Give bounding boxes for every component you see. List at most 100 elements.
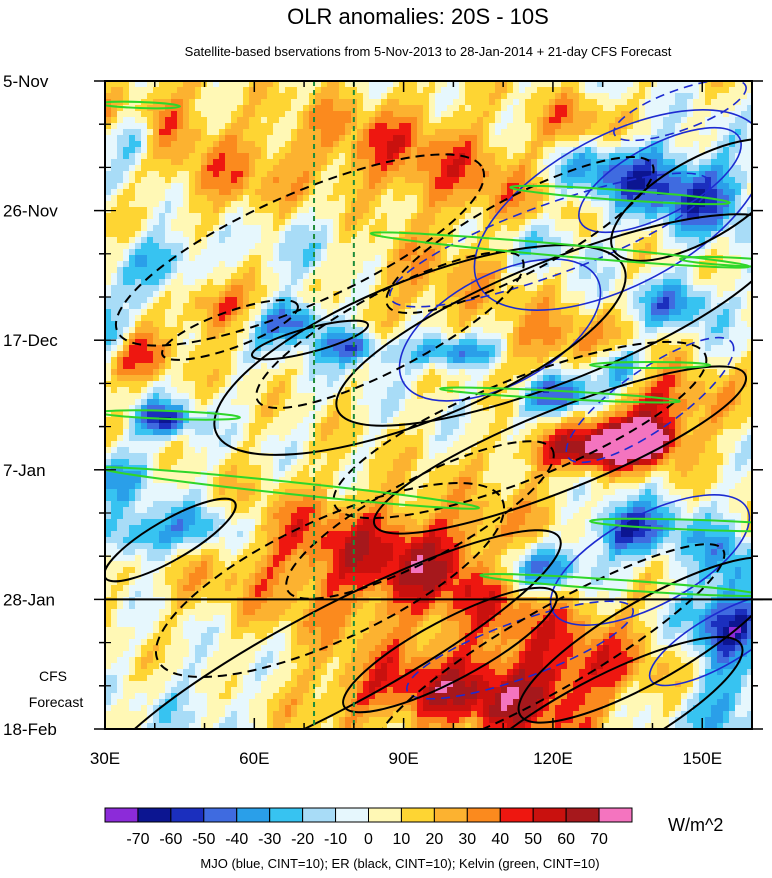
anomaly-cell xyxy=(423,309,430,316)
anomaly-cell xyxy=(495,303,502,310)
anomaly-cell xyxy=(207,351,214,358)
anomaly-cell xyxy=(525,333,532,340)
anomaly-cell xyxy=(441,141,448,148)
anomaly-cell xyxy=(747,273,752,280)
anomaly-cell xyxy=(249,231,256,238)
anomaly-cell xyxy=(609,129,616,136)
anomaly-cell xyxy=(381,195,388,202)
anomaly-cell xyxy=(357,159,364,166)
anomaly-cell xyxy=(525,297,532,304)
anomaly-cell xyxy=(495,273,502,280)
anomaly-cell xyxy=(351,273,358,280)
anomaly-cell xyxy=(357,129,364,136)
anomaly-cell xyxy=(279,237,286,244)
anomaly-cell xyxy=(423,177,430,184)
anomaly-cell xyxy=(309,105,316,112)
anomaly-cell xyxy=(477,129,484,136)
anomaly-cell xyxy=(225,309,232,316)
anomaly-cell xyxy=(645,297,652,304)
anomaly-cell xyxy=(105,87,112,94)
anomaly-cell xyxy=(693,165,700,172)
anomaly-cell xyxy=(705,123,712,130)
anomaly-cell xyxy=(117,195,124,202)
anomaly-cell xyxy=(471,141,478,148)
anomaly-cell xyxy=(459,147,466,154)
anomaly-cell xyxy=(561,345,568,352)
anomaly-cell xyxy=(135,123,142,130)
anomaly-cell xyxy=(501,327,508,334)
anomaly-cell xyxy=(135,195,142,202)
anomaly-cell xyxy=(567,111,574,118)
anomaly-cell xyxy=(387,315,394,322)
anomaly-cell xyxy=(159,285,166,292)
anomaly-cell xyxy=(225,339,232,346)
anomaly-cell xyxy=(537,177,544,184)
anomaly-cell xyxy=(711,333,718,340)
anomaly-cell xyxy=(633,99,640,106)
anomaly-cell xyxy=(471,135,478,142)
anomaly-cell xyxy=(597,201,604,208)
anomaly-cell xyxy=(297,93,304,100)
anomaly-cell xyxy=(699,147,706,154)
anomaly-cell xyxy=(633,345,640,352)
anomaly-cell xyxy=(171,261,178,268)
anomaly-cell xyxy=(705,99,712,106)
anomaly-cell xyxy=(159,183,166,190)
anomaly-cell xyxy=(645,279,652,286)
anomaly-cell xyxy=(105,177,112,184)
anomaly-cell xyxy=(339,297,346,304)
anomaly-cell xyxy=(273,321,280,328)
anomaly-cell xyxy=(459,135,466,142)
anomaly-cell xyxy=(195,201,202,208)
anomaly-cell xyxy=(597,231,604,238)
anomaly-cell xyxy=(705,273,712,280)
anomaly-cell xyxy=(717,219,724,226)
anomaly-cell xyxy=(393,183,400,190)
anomaly-cell xyxy=(363,345,370,352)
anomaly-cell xyxy=(315,285,322,292)
anomaly-cell xyxy=(549,207,556,214)
anomaly-cell xyxy=(285,153,292,160)
anomaly-cell xyxy=(393,297,400,304)
anomaly-cell xyxy=(399,261,406,268)
anomaly-cell xyxy=(747,249,752,256)
anomaly-cell xyxy=(645,165,652,172)
anomaly-cell xyxy=(513,279,520,286)
anomaly-cell xyxy=(135,207,142,214)
anomaly-cell xyxy=(597,243,604,250)
anomaly-cell xyxy=(561,195,568,202)
anomaly-cell xyxy=(705,93,712,100)
anomaly-cell xyxy=(495,123,502,130)
anomaly-cell xyxy=(345,123,352,130)
anomaly-cell xyxy=(423,201,430,208)
anomaly-cell xyxy=(183,201,190,208)
anomaly-cell xyxy=(555,225,562,232)
anomaly-cell xyxy=(417,195,424,202)
anomaly-cell xyxy=(297,315,304,322)
anomaly-cell xyxy=(561,249,568,256)
anomaly-cell xyxy=(519,351,526,358)
anomaly-cell xyxy=(105,261,112,268)
anomaly-cell xyxy=(189,189,196,196)
anomaly-cell xyxy=(303,201,310,208)
anomaly-cell xyxy=(153,279,160,286)
anomaly-cell xyxy=(591,93,598,100)
anomaly-cell xyxy=(243,291,250,298)
anomaly-cell xyxy=(267,177,274,184)
anomaly-cell xyxy=(159,219,166,226)
anomaly-cell xyxy=(183,135,190,142)
anomaly-cell xyxy=(669,321,676,328)
anomaly-cell xyxy=(417,183,424,190)
anomaly-cell xyxy=(585,285,592,292)
anomaly-cell xyxy=(249,207,256,214)
anomaly-cell xyxy=(405,291,412,298)
anomaly-cell xyxy=(399,189,406,196)
anomaly-cell xyxy=(645,267,652,274)
anomaly-cell xyxy=(129,261,136,268)
anomaly-cell xyxy=(537,285,544,292)
anomaly-cell xyxy=(681,333,688,340)
anomaly-cell xyxy=(303,243,310,250)
anomaly-cell xyxy=(723,285,730,292)
anomaly-cell xyxy=(747,339,752,346)
anomaly-cell xyxy=(237,345,244,352)
